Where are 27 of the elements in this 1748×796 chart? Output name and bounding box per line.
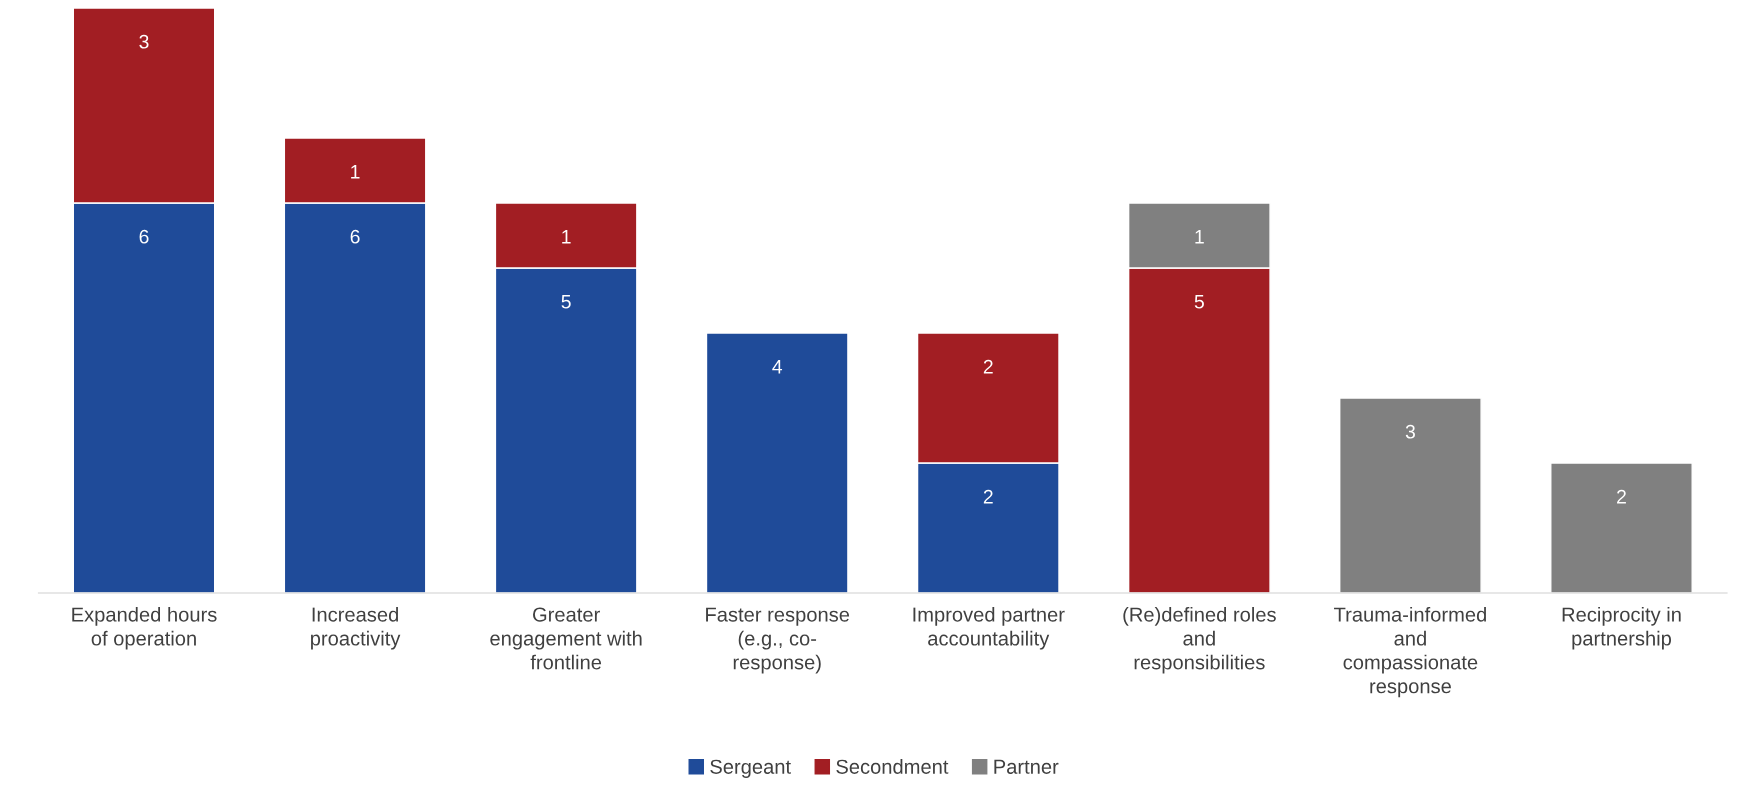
legend-label: Secondment (836, 759, 949, 774)
data-label: 1 (1195, 230, 1204, 244)
x-tick-label: (Re)defined roles and responsibilities (1123, 606, 1276, 674)
data-label: 3 (139, 34, 149, 49)
data-label: 5 (561, 295, 571, 309)
data-label: 3 (1405, 424, 1415, 439)
data-label: 1 (351, 165, 360, 179)
x-tick-label: Reciprocity in partnership (1562, 606, 1681, 650)
x-tick-label: Faster response (e.g., co- response) (706, 607, 850, 674)
bar (1339, 397, 1482, 594)
data-label: 2 (1617, 489, 1626, 504)
data-label: 4 (772, 360, 783, 374)
data-label: 1 (562, 230, 571, 244)
data-label: 6 (139, 229, 149, 244)
x-tick-label: Greater engagement with frontline (490, 607, 642, 670)
data-label: 5 (1194, 295, 1204, 309)
data-label: 2 (983, 489, 993, 504)
x-tick-label: Expanded hours of operation (72, 606, 217, 650)
data-label: 2 (983, 359, 993, 374)
bar (705, 332, 849, 594)
x-tick-label: Trauma-informed and compassionate response (1334, 606, 1486, 698)
legend-label: Sergeant (710, 759, 791, 778)
x-tick-label: Increased proactivity (311, 606, 401, 650)
x-tick-label: Improved partner accountability (913, 606, 1065, 650)
data-label: 6 (350, 229, 360, 244)
bar (1550, 462, 1693, 594)
legend-label: Partner (994, 759, 1059, 774)
